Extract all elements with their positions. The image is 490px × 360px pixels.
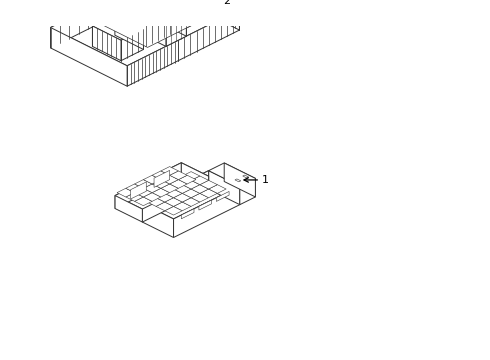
Polygon shape: [173, 186, 240, 238]
Polygon shape: [135, 188, 152, 197]
Polygon shape: [151, 3, 186, 21]
Polygon shape: [209, 163, 255, 186]
Polygon shape: [191, 185, 209, 193]
Polygon shape: [182, 189, 200, 198]
Polygon shape: [115, 15, 144, 49]
Polygon shape: [127, 10, 240, 86]
Polygon shape: [119, 0, 170, 22]
Polygon shape: [181, 209, 194, 219]
Polygon shape: [135, 180, 152, 188]
Polygon shape: [93, 26, 121, 61]
Polygon shape: [181, 163, 209, 189]
Polygon shape: [165, 180, 182, 189]
Polygon shape: [115, 163, 181, 208]
Polygon shape: [182, 198, 200, 206]
Polygon shape: [178, 0, 213, 32]
Polygon shape: [50, 27, 127, 86]
Polygon shape: [156, 202, 173, 211]
Polygon shape: [126, 184, 144, 193]
Polygon shape: [141, 0, 145, 1]
Polygon shape: [223, 0, 240, 10]
Polygon shape: [156, 193, 173, 202]
Polygon shape: [191, 176, 209, 185]
Polygon shape: [173, 176, 191, 185]
Polygon shape: [236, 0, 255, 3]
Polygon shape: [115, 0, 156, 7]
Polygon shape: [178, 175, 196, 184]
Polygon shape: [139, 193, 156, 202]
Polygon shape: [161, 175, 178, 184]
Polygon shape: [209, 185, 226, 193]
Polygon shape: [115, 163, 209, 209]
Polygon shape: [200, 189, 218, 198]
Polygon shape: [163, 0, 240, 30]
Polygon shape: [173, 193, 191, 202]
Polygon shape: [151, 13, 166, 46]
Polygon shape: [165, 198, 182, 206]
Circle shape: [147, 9, 152, 14]
Polygon shape: [134, 0, 138, 5]
Polygon shape: [131, 182, 146, 199]
Polygon shape: [144, 0, 170, 34]
Polygon shape: [144, 193, 161, 201]
Polygon shape: [115, 0, 137, 15]
Polygon shape: [126, 193, 144, 201]
Polygon shape: [152, 171, 170, 180]
Polygon shape: [147, 189, 165, 198]
Polygon shape: [161, 184, 178, 193]
Polygon shape: [143, 203, 173, 238]
Polygon shape: [156, 185, 173, 193]
Polygon shape: [235, 179, 241, 182]
Polygon shape: [117, 188, 135, 197]
Polygon shape: [243, 175, 248, 178]
Text: 1: 1: [262, 175, 269, 185]
Polygon shape: [152, 188, 170, 197]
Polygon shape: [115, 195, 143, 222]
Polygon shape: [121, 29, 144, 61]
Polygon shape: [133, 0, 156, 24]
Polygon shape: [191, 193, 209, 202]
Polygon shape: [154, 170, 170, 187]
Polygon shape: [219, 0, 240, 20]
Polygon shape: [200, 180, 218, 189]
Polygon shape: [143, 171, 240, 219]
Polygon shape: [172, 3, 186, 36]
Polygon shape: [143, 171, 209, 222]
Polygon shape: [170, 171, 187, 180]
Polygon shape: [173, 185, 191, 193]
Polygon shape: [170, 180, 187, 188]
Polygon shape: [209, 171, 240, 205]
Polygon shape: [217, 192, 229, 201]
Polygon shape: [50, 0, 163, 48]
Text: 2: 2: [223, 0, 231, 6]
Polygon shape: [93, 15, 144, 40]
Polygon shape: [146, 10, 170, 46]
Polygon shape: [144, 175, 161, 184]
Polygon shape: [182, 180, 200, 189]
Polygon shape: [161, 167, 178, 175]
Polygon shape: [147, 0, 213, 14]
Polygon shape: [165, 189, 182, 198]
Polygon shape: [135, 197, 152, 206]
Polygon shape: [224, 163, 255, 197]
Polygon shape: [137, 0, 156, 13]
Polygon shape: [182, 172, 200, 180]
Polygon shape: [144, 184, 161, 193]
Polygon shape: [165, 206, 182, 215]
Polygon shape: [86, 0, 211, 48]
Polygon shape: [240, 179, 255, 205]
Polygon shape: [152, 180, 170, 188]
Polygon shape: [173, 202, 191, 211]
Polygon shape: [50, 0, 240, 66]
Polygon shape: [166, 10, 186, 46]
Polygon shape: [199, 200, 212, 210]
Polygon shape: [182, 0, 213, 15]
Polygon shape: [147, 198, 165, 206]
